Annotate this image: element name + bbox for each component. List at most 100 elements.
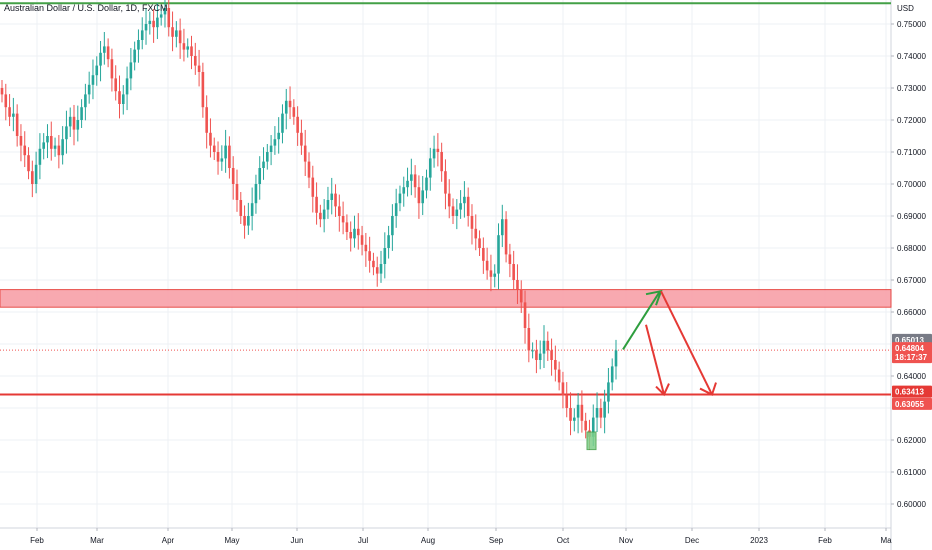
candle-body-135 — [512, 264, 515, 280]
y-tick-label-3: 0.72000 — [897, 116, 926, 125]
candle-body-88 — [334, 193, 337, 207]
prev-level-badge-text-0: 0.63055 — [895, 400, 924, 409]
y-tick-label-9: 0.66000 — [897, 308, 926, 317]
y-tick-label-5: 0.70000 — [897, 180, 926, 189]
candle-body-43 — [163, 8, 167, 15]
candle-body-129 — [489, 270, 493, 277]
candle-body-69 — [262, 161, 265, 168]
candle-body-138 — [523, 302, 527, 328]
current-price-badge-bg — [892, 342, 932, 364]
candle-body-27 — [103, 46, 106, 53]
candle-body-83 — [315, 196, 318, 213]
candle-body-113 — [428, 158, 432, 178]
candle-body-75 — [284, 100, 288, 114]
candle-body-12 — [46, 136, 49, 143]
candle-body-134 — [508, 254, 512, 264]
candle-body-149 — [565, 395, 569, 408]
candle-body-40 — [152, 20, 155, 28]
candle-body-8 — [31, 171, 34, 184]
candle-body-112 — [425, 177, 428, 191]
x-tick-label-10: Dec — [685, 536, 699, 545]
candle-body-22 — [84, 94, 87, 108]
candle-body-153 — [580, 404, 584, 421]
candle-body-128 — [485, 260, 489, 271]
x-tick-label-11: 2023 — [750, 536, 768, 545]
candle-body-31 — [118, 91, 121, 104]
x-tick-label-3: May — [224, 536, 239, 545]
candle-body-119 — [451, 206, 455, 216]
candle-body-125 — [474, 228, 478, 239]
candle-body-158 — [599, 408, 603, 418]
candle-body-98 — [372, 260, 375, 268]
candle-body-37 — [140, 30, 144, 40]
candle-body-10 — [38, 148, 42, 165]
candle-body-114 — [432, 148, 436, 159]
candle-body-139 — [527, 328, 531, 351]
candle-body-14 — [53, 145, 57, 149]
x-tick-label-13: Ma — [880, 536, 892, 545]
candle-body-100 — [379, 264, 383, 274]
candle-body-41 — [156, 17, 159, 28]
candle-body-92 — [349, 232, 352, 239]
candle-body-68 — [258, 168, 262, 184]
y-tick-label-4: 0.71000 — [897, 148, 926, 157]
candle-body-132 — [500, 219, 504, 236]
candle-body-36 — [137, 40, 140, 50]
candle-body-42 — [159, 14, 163, 18]
x-tick-label-12: Feb — [818, 536, 832, 545]
candle-body-59 — [224, 145, 227, 159]
candle-body-87 — [330, 193, 334, 200]
candle-body-5 — [19, 136, 23, 146]
y-tick-label-7: 0.68000 — [897, 244, 926, 253]
candle-body-9 — [34, 164, 38, 184]
candle-body-76 — [288, 100, 292, 108]
candle-body-17 — [65, 126, 68, 140]
candle-body-16 — [61, 139, 64, 156]
projection-short-arrow — [645, 324, 665, 395]
candle-body-4 — [15, 113, 19, 136]
candle-body-11 — [42, 142, 45, 149]
projection-down-arrow — [660, 290, 713, 396]
candle-body-101 — [383, 248, 387, 264]
candle-body-50 — [190, 46, 193, 56]
candle-body-107 — [406, 180, 409, 188]
candle-body-6 — [23, 145, 27, 156]
candle-body-115 — [436, 148, 440, 152]
candle-body-82 — [311, 177, 315, 197]
candle-body-161 — [610, 366, 614, 383]
x-tick-label-5: Jul — [358, 536, 368, 545]
candle-body-56 — [212, 145, 216, 152]
candle-body-99 — [375, 267, 379, 274]
candle-body-121 — [459, 203, 462, 210]
candle-body-20 — [76, 120, 80, 130]
y-tick-label-12: 0.61000 — [897, 468, 926, 477]
candle-body-67 — [254, 184, 258, 204]
support-level-badge-bg — [892, 385, 932, 398]
prev-level-badge-bg — [892, 397, 932, 410]
candle-body-130 — [493, 273, 497, 277]
candle-body-142 — [538, 353, 542, 360]
candle-body-71 — [269, 145, 273, 152]
candle-body-28 — [106, 46, 110, 60]
candle-body-13 — [49, 136, 53, 149]
candle-body-148 — [561, 382, 565, 396]
y-tick-label-11: 0.62000 — [897, 436, 926, 445]
candle-body-70 — [266, 152, 269, 162]
y-tick-label-10: 0.64000 — [897, 372, 926, 381]
candle-body-38 — [144, 24, 148, 31]
candle-body-57 — [216, 152, 220, 162]
candle-body-95 — [360, 235, 364, 245]
candle-body-2 — [8, 107, 11, 117]
candle-body-54 — [205, 107, 208, 133]
candle-body-91 — [345, 222, 349, 232]
candle-body-156 — [591, 417, 595, 437]
candle-body-48 — [182, 43, 186, 50]
y-tick-label-0: 0.75000 — [897, 20, 926, 29]
candle-body-89 — [338, 206, 341, 216]
candle-body-51 — [193, 56, 197, 66]
candle-body-78 — [296, 116, 299, 133]
candle-body-144 — [546, 340, 550, 351]
